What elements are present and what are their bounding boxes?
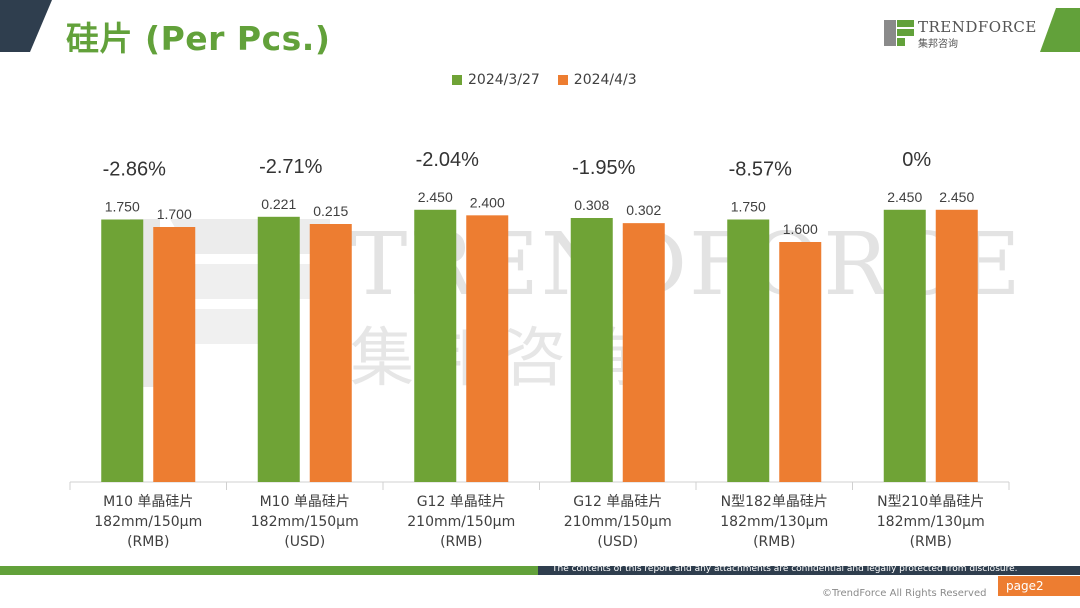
logo-subtitle: 集邦咨询 (918, 39, 958, 50)
change-label-cat-5: -8.57% (729, 159, 793, 181)
data-label-series-1-cat-2: 0.221 (261, 196, 296, 212)
category-label-1-line-3: (RMB) (127, 534, 169, 550)
change-label-cat-2: -2.71% (259, 156, 323, 178)
category-label-5-line-3: (RMB) (753, 534, 795, 550)
bar-chart: 1.750 1.700 -2.86% M10 单晶硅片 182mm/150μm (RMB)… (69, 149, 1010, 550)
change-label-cat-4: -1.95% (572, 157, 636, 179)
bar-series-1-cat-1 (101, 219, 144, 482)
bar-series-2-cat-3 (466, 215, 509, 483)
data-label-series-1-cat-5: 1.750 (731, 199, 766, 215)
corner-decoration-left (0, 0, 52, 52)
change-label-cat-1: -2.86% (103, 159, 167, 181)
chart-legend: 2024/3/27 2024/4/3 (452, 72, 637, 88)
category-label-3-line-3: (RMB) (440, 534, 482, 550)
category-label-6-line-3: (RMB) (910, 534, 952, 550)
category-label-6-line-1: N型210单晶硅片 (877, 494, 984, 510)
bar-series-1-cat-4 (570, 218, 613, 482)
footer-dark-bar (538, 566, 1080, 575)
data-label-series-1-cat-4: 0.308 (574, 197, 609, 213)
legend-item-series-2: 2024/4/3 (557, 72, 637, 88)
category-label-1-line-1: M10 单晶硅片 (103, 494, 193, 510)
bar-series-2-cat-1 (153, 227, 196, 482)
logo-name: TRENDFORCE (918, 18, 1037, 36)
page-title: 硅片 (Per Pcs.) (66, 19, 331, 58)
category-label-5-line-2: 182mm/130μm (720, 514, 828, 530)
category-label-4-line-3: (USD) (597, 534, 638, 550)
category-label-2-line-2: 182mm/150μm (251, 514, 359, 530)
bar-series-2-cat-4 (622, 223, 665, 482)
footer-disclaimer: The contents of this report and any atta… (552, 564, 1018, 574)
data-label-series-2-cat-1: 1.700 (157, 206, 192, 222)
data-label-series-2-cat-2: 0.215 (313, 203, 348, 219)
data-label-series-2-cat-5: 1.600 (783, 221, 818, 237)
category-label-2-line-3: (USD) (284, 534, 325, 550)
legend-label-series-2: 2024/4/3 (573, 72, 637, 88)
legend-swatch-green (452, 75, 462, 85)
category-label-5-line-1: N型182单晶硅片 (721, 494, 828, 510)
change-label-cat-3: -2.04% (416, 149, 480, 171)
data-label-series-2-cat-4: 0.302 (626, 202, 661, 218)
bar-series-1-cat-3 (414, 209, 457, 482)
category-label-4-line-2: 210mm/150μm (564, 514, 672, 530)
category-label-4-line-1: G12 单晶硅片 (573, 494, 662, 510)
legend-swatch-orange (557, 75, 568, 85)
page-number-badge: page2 (998, 576, 1080, 596)
change-label-cat-6: 0% (902, 149, 931, 171)
data-label-series-1-cat-3: 2.450 (418, 189, 453, 205)
bar-series-1-cat-2 (257, 216, 300, 483)
footer-green-bar (0, 566, 538, 575)
trendforce-logo-icon (884, 20, 914, 46)
data-label-series-2-cat-3: 2.400 (470, 194, 505, 210)
bar-series-2-cat-5 (779, 242, 822, 482)
category-label-6-line-2: 182mm/130μm (877, 514, 985, 530)
corner-decoration-right (1040, 8, 1080, 52)
bar-series-1-cat-5 (727, 219, 770, 482)
bar-series-1-cat-6 (883, 209, 926, 482)
trendforce-logo: TRENDFORCE 集邦咨询 (884, 18, 1036, 52)
category-label-1-line-2: 182mm/150μm (94, 514, 202, 530)
category-label-3-line-2: 210mm/150μm (407, 514, 515, 530)
legend-item-series-1: 2024/3/27 (452, 72, 540, 88)
footer-copyright: ©TrendForce All Rights Reserved (822, 588, 987, 599)
category-label-2-line-1: M10 单晶硅片 (260, 494, 350, 510)
data-label-series-1-cat-6: 2.450 (887, 189, 922, 205)
legend-label-series-1: 2024/3/27 (468, 72, 540, 88)
bar-series-2-cat-6 (935, 209, 978, 482)
bar-series-2-cat-2 (309, 224, 352, 482)
data-label-series-1-cat-1: 1.750 (105, 199, 140, 215)
category-label-3-line-1: G12 单晶硅片 (417, 494, 506, 510)
data-label-series-2-cat-6: 2.450 (939, 189, 974, 205)
